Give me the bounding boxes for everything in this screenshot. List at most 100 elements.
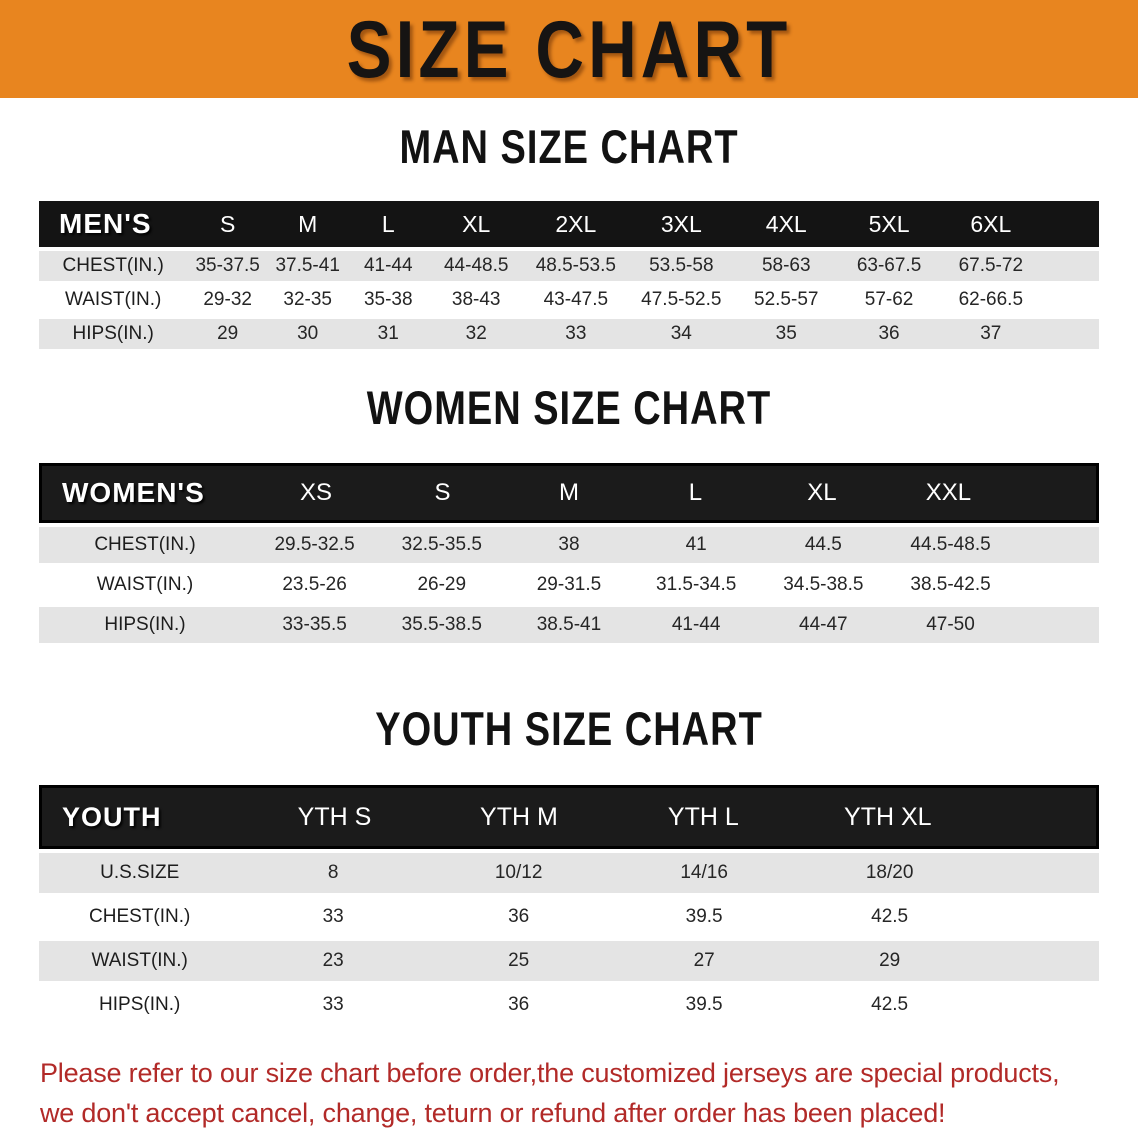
table-cell: 42.5	[871, 994, 909, 1015]
youth-size-table: YOUTH YTH S YTH M YTH L YTH XL U.S.SIZE 8 10/…	[39, 785, 1099, 1025]
table-cell: 23.5-26	[282, 574, 347, 595]
table-cell: 36	[508, 906, 530, 927]
table-cell: 29.5-32.5	[274, 534, 355, 555]
men-table-header-label: MEN'S	[59, 208, 152, 239]
row-label: WAIST(IN.)	[91, 950, 188, 971]
column-header: 4XL	[765, 210, 807, 237]
column-header: XL	[462, 210, 491, 237]
table-cell: 39.5	[685, 906, 723, 927]
table-cell: 26-29	[417, 574, 467, 595]
column-header: L	[688, 479, 703, 506]
table-row: HIPS(IN.) 33-35.5 35.5-38.5 38.5-41 41-44 44-…	[39, 607, 1099, 643]
table-cell: 62-66.5	[958, 289, 1024, 310]
table-row: CHEST(IN.) 35-37.5 37.5-41 41-44 44-48.5 48.5…	[39, 251, 1099, 281]
table-cell: 36	[878, 323, 900, 344]
banner: SIZE CHART	[0, 0, 1138, 98]
row-label: HIPS(IN.)	[72, 323, 154, 344]
table-cell: 18/20	[865, 862, 914, 883]
notice-line-2: we don't accept cancel, change, teturn o…	[40, 1098, 946, 1128]
table-cell: 36	[508, 994, 530, 1015]
table-cell: 29-31.5	[536, 574, 602, 595]
table-cell: 44-48.5	[443, 255, 509, 276]
column-header: 3XL	[660, 210, 702, 237]
row-label: CHEST(IN.)	[89, 906, 191, 927]
notice-line-1: Please refer to our size chart before or…	[40, 1058, 1060, 1088]
column-header: M	[558, 479, 579, 506]
table-cell: 48.5-53.5	[535, 255, 616, 276]
table-cell: 44.5	[804, 534, 842, 555]
table-cell: 67.5-72	[958, 255, 1024, 276]
row-label: HIPS(IN.)	[104, 614, 186, 635]
table-cell: 38-43	[451, 289, 501, 310]
table-cell: 41	[685, 534, 707, 555]
youth-section-heading-text: YOUTH SIZE CHART	[375, 703, 763, 757]
table-cell: 37.5-41	[275, 255, 340, 276]
table-cell: 31	[377, 323, 399, 344]
women-table-header-row: WOMEN'S XS S M L XL XXL	[39, 463, 1099, 523]
table-row: CHEST(IN.) 33 36 39.5 42.5	[39, 897, 1099, 937]
table-cell: 35	[775, 323, 797, 344]
table-cell: 63-67.5	[856, 255, 922, 276]
column-header: S	[434, 479, 451, 506]
table-cell: 10/12	[494, 862, 543, 883]
table-cell: 41-44	[671, 614, 721, 635]
table-cell: 39.5	[685, 994, 723, 1015]
men-section-heading-text: MAN SIZE CHART	[399, 121, 739, 175]
table-cell: 38.5-41	[536, 614, 602, 635]
women-size-table: WOMEN'S XS S M L XL XXL CHEST(IN.) 29.5-32.5 32…	[39, 463, 1099, 643]
row-label: HIPS(IN.)	[99, 994, 181, 1015]
column-header: 6XL	[970, 210, 1012, 237]
men-section-heading: MAN SIZE CHART	[0, 122, 1138, 177]
table-row: HIPS(IN.) 29 30 31 32 33 34 35 36 37	[39, 319, 1099, 349]
table-cell: 58-63	[761, 255, 811, 276]
table-cell: 38.5-42.5	[910, 574, 991, 595]
table-cell: 33	[322, 906, 344, 927]
column-header: YTH M	[480, 802, 558, 831]
table-cell: 27	[693, 950, 715, 971]
youth-table-header-label: YOUTH	[62, 801, 162, 832]
column-header: XL	[807, 479, 837, 506]
table-cell: 37	[980, 323, 1002, 344]
table-row: CHEST(IN.) 29.5-32.5 32.5-35.5 38 41 44.5 44.5…	[39, 527, 1099, 563]
table-cell: 35.5-38.5	[401, 614, 482, 635]
table-cell: 8	[327, 862, 339, 883]
row-label: WAIST(IN.)	[96, 574, 194, 595]
table-cell: 32.5-35.5	[401, 534, 482, 555]
table-cell: 47.5-52.5	[641, 289, 722, 310]
men-table-header-row: MEN'S S M L XL 2XL 3XL 4XL 5XL 6XL	[39, 201, 1099, 247]
table-cell: 14/16	[680, 862, 728, 883]
youth-section-heading: YOUTH SIZE CHART	[0, 704, 1138, 759]
table-cell: 35-38	[363, 289, 413, 310]
table-cell: 43-47.5	[543, 289, 609, 310]
column-header: 5XL	[868, 210, 910, 237]
youth-size-section: YOUTH SIZE CHART YOUTH YTH S YTH M YTH L YT…	[0, 704, 1138, 1025]
row-label: WAIST(IN.)	[64, 289, 162, 310]
banner-title: SIZE CHART	[346, 3, 792, 95]
table-cell: 32	[465, 323, 487, 344]
table-cell: 53.5-58	[649, 255, 714, 276]
row-label: CHEST(IN.)	[94, 534, 196, 555]
table-cell: 41-44	[363, 255, 413, 276]
women-table-header-label: WOMEN'S	[62, 477, 205, 508]
table-row: HIPS(IN.) 33 36 39.5 42.5	[39, 985, 1099, 1025]
table-cell: 31.5-34.5	[656, 574, 737, 595]
table-cell: 35-37.5	[195, 255, 260, 276]
column-header: S	[219, 210, 236, 237]
table-row: WAIST(IN.) 23.5-26 26-29 29-31.5 31.5-34.5 34…	[39, 567, 1099, 603]
column-header: XS	[300, 479, 333, 506]
table-cell: 29	[879, 950, 901, 971]
table-cell: 34.5-38.5	[783, 574, 864, 595]
column-header: M	[298, 210, 318, 237]
table-cell: 44.5-48.5	[910, 534, 991, 555]
row-label: CHEST(IN.)	[62, 255, 164, 276]
men-size-table: MEN'S S M L XL 2XL 3XL 4XL 5XL 6XL CHEST(IN.) 35-…	[39, 201, 1099, 349]
women-size-section: WOMEN SIZE CHART WOMEN'S XS S M L XL XXL CHES…	[0, 383, 1138, 643]
column-header: YTH S	[297, 802, 372, 831]
row-label: U.S.SIZE	[100, 862, 180, 883]
table-cell: 57-62	[864, 289, 914, 310]
column-header: YTH XL	[844, 802, 932, 831]
table-cell: 38	[558, 534, 580, 555]
men-size-section: MAN SIZE CHART MEN'S S M L XL 2XL 3XL 4XL 5XL 6X…	[0, 122, 1138, 349]
table-cell: 52.5-57	[754, 289, 819, 310]
table-cell: 42.5	[871, 906, 909, 927]
